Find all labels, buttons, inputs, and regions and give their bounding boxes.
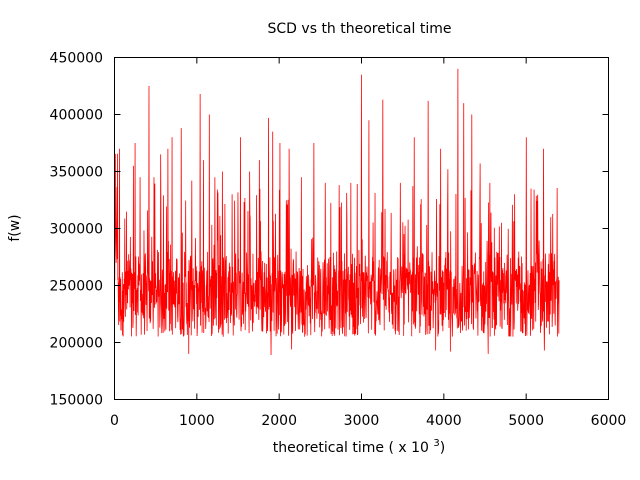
y-tick-label: 200000	[50, 336, 103, 352]
x-tick-label: 0	[110, 413, 119, 429]
x-tick-label: 3000	[344, 413, 380, 429]
ticks-layer: 0 1000 2000 3000 4000 5000 6000 150000 200000 250…	[50, 51, 627, 430]
x-tick-label: 4000	[426, 413, 462, 429]
x-tick-label: 2000	[261, 413, 297, 429]
plot-frame	[114, 57, 609, 400]
y-tick-label: 400000	[50, 108, 103, 124]
x-tick-label: 5000	[508, 413, 544, 429]
y-tick-label: 150000	[50, 393, 103, 409]
y-axis-label: f(w)	[7, 214, 23, 241]
x-tick-label: 6000	[591, 413, 627, 429]
chart-title: SCD vs th theoretical time	[268, 21, 452, 37]
y-tick-label: 300000	[50, 222, 103, 238]
y-tick-label: 350000	[50, 165, 103, 181]
series-layer	[114, 68, 560, 356]
x-axis-label: theoretical time ( x 10 3)	[273, 438, 445, 456]
x-tick-label: 1000	[179, 413, 215, 429]
y-tick-label: 250000	[50, 279, 103, 295]
y-tick-label: 450000	[50, 51, 103, 67]
series-line	[114, 68, 560, 356]
